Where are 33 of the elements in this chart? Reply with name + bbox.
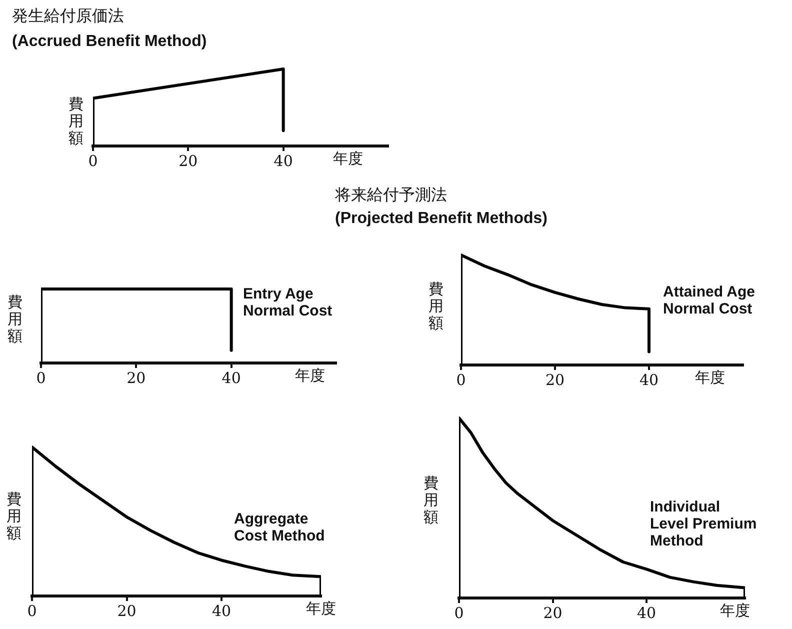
x-tick-label: 20 [178, 152, 198, 170]
y-axis-title: 費用額 [428, 280, 444, 332]
x-tick-label: 40 [639, 370, 659, 389]
x-tick-label: 20 [545, 370, 565, 389]
x-axis-title: 年度 [720, 601, 750, 620]
x-tick-label: 0 [88, 152, 98, 170]
x-axis-title: 年度 [306, 599, 336, 618]
y-axis-title: 費用額 [6, 490, 22, 542]
x-tick-label: 40 [636, 604, 656, 622]
x-axis-title: 年度 [295, 366, 325, 384]
y-axis-title: 費用額 [68, 95, 84, 147]
series-label: Individual Level Premium Method [650, 498, 757, 550]
chart-title: 発生給付原価法 [12, 6, 124, 27]
chart-subtitle: (Accrued Benefit Method) [12, 33, 207, 51]
x-tick-label: 0 [27, 602, 37, 620]
series-label: Entry Age Normal Cost [243, 286, 332, 320]
y-axis-title: 費用額 [423, 474, 439, 526]
series-label: Aggregate Cost Method [234, 510, 325, 545]
x-tick-label: 40 [212, 602, 232, 620]
x-axis-title: 年度 [333, 149, 363, 168]
x-axis-title: 年度 [695, 368, 725, 386]
x-tick-label: 40 [222, 368, 241, 387]
x-tick-label: 20 [543, 604, 562, 622]
text: 将来給付予測法 [335, 185, 447, 206]
series-label: Attained Age Normal Cost [663, 284, 755, 318]
x-tick-label: 0 [456, 370, 466, 389]
x-tick-label: 0 [454, 604, 464, 622]
x-tick-label: 40 [274, 152, 293, 170]
y-axis-title: 費用額 [7, 293, 23, 345]
text: (Projected Benefit Methods) [335, 210, 548, 228]
x-tick-label: 20 [126, 368, 146, 387]
x-tick-label: 20 [117, 602, 136, 620]
x-tick-label: 0 [36, 368, 46, 387]
